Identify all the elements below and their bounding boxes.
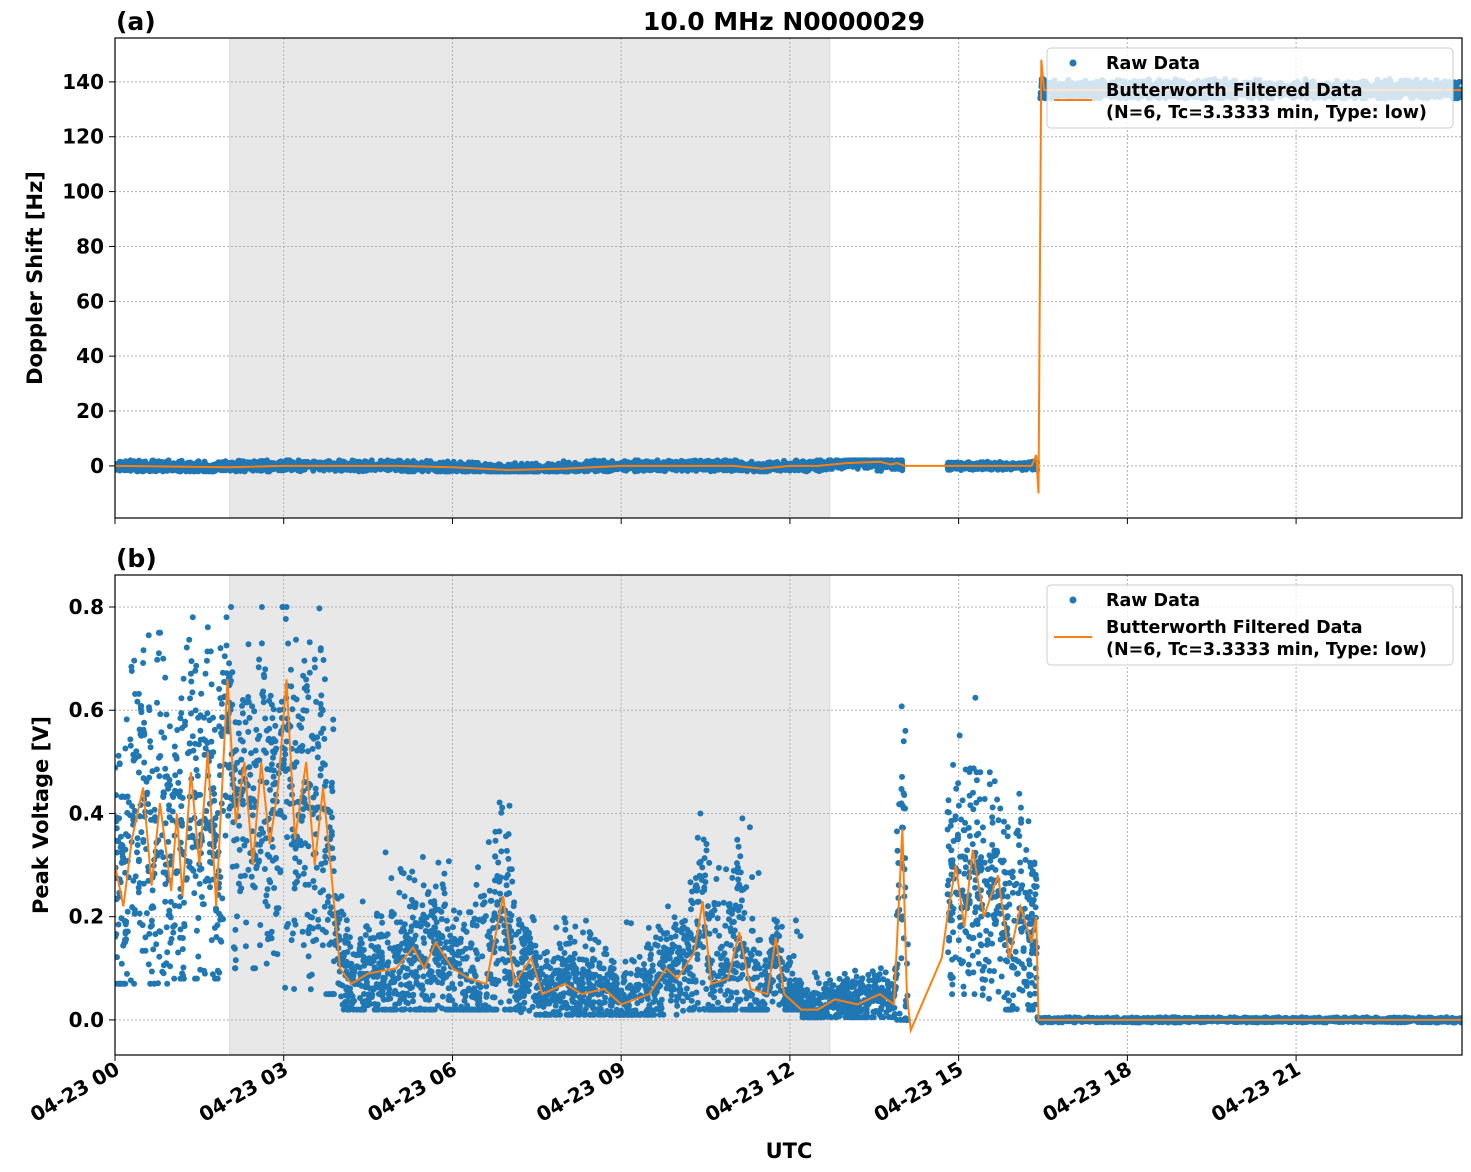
raw-data-point [999,466,1006,473]
raw-data-point [474,459,481,466]
raw-data-point [555,460,562,467]
raw-data-point [363,458,370,465]
raw-data-point [827,457,834,464]
raw-data-point [760,461,767,467]
raw-data-point [721,457,728,464]
raw-data-point [174,467,181,474]
raw-data-point [359,468,366,475]
raw-data-point [264,457,270,464]
raw-data-point [834,457,841,464]
raw-data-point [879,465,886,471]
raw-data-point [241,460,248,467]
raw-data-point [653,458,660,465]
raw-data-point [639,466,645,473]
shaded-span [229,37,831,519]
raw-data-point [138,466,145,473]
raw-data-point [295,467,301,474]
raw-data-point [423,457,430,464]
raw-data-point [404,458,411,465]
raw-data-point [849,463,856,470]
raw-data-point [284,458,291,465]
raw-data-point [282,466,289,473]
raw-data-point [805,467,812,474]
raw-data-point [127,457,134,464]
raw-data-point [988,466,995,473]
chart-title: 10.0 MHz N0000029 [643,7,925,36]
raw-data-point [766,459,773,466]
raw-data-point [624,466,631,473]
raw-data-point [152,468,159,475]
raw-data-point [599,460,606,467]
